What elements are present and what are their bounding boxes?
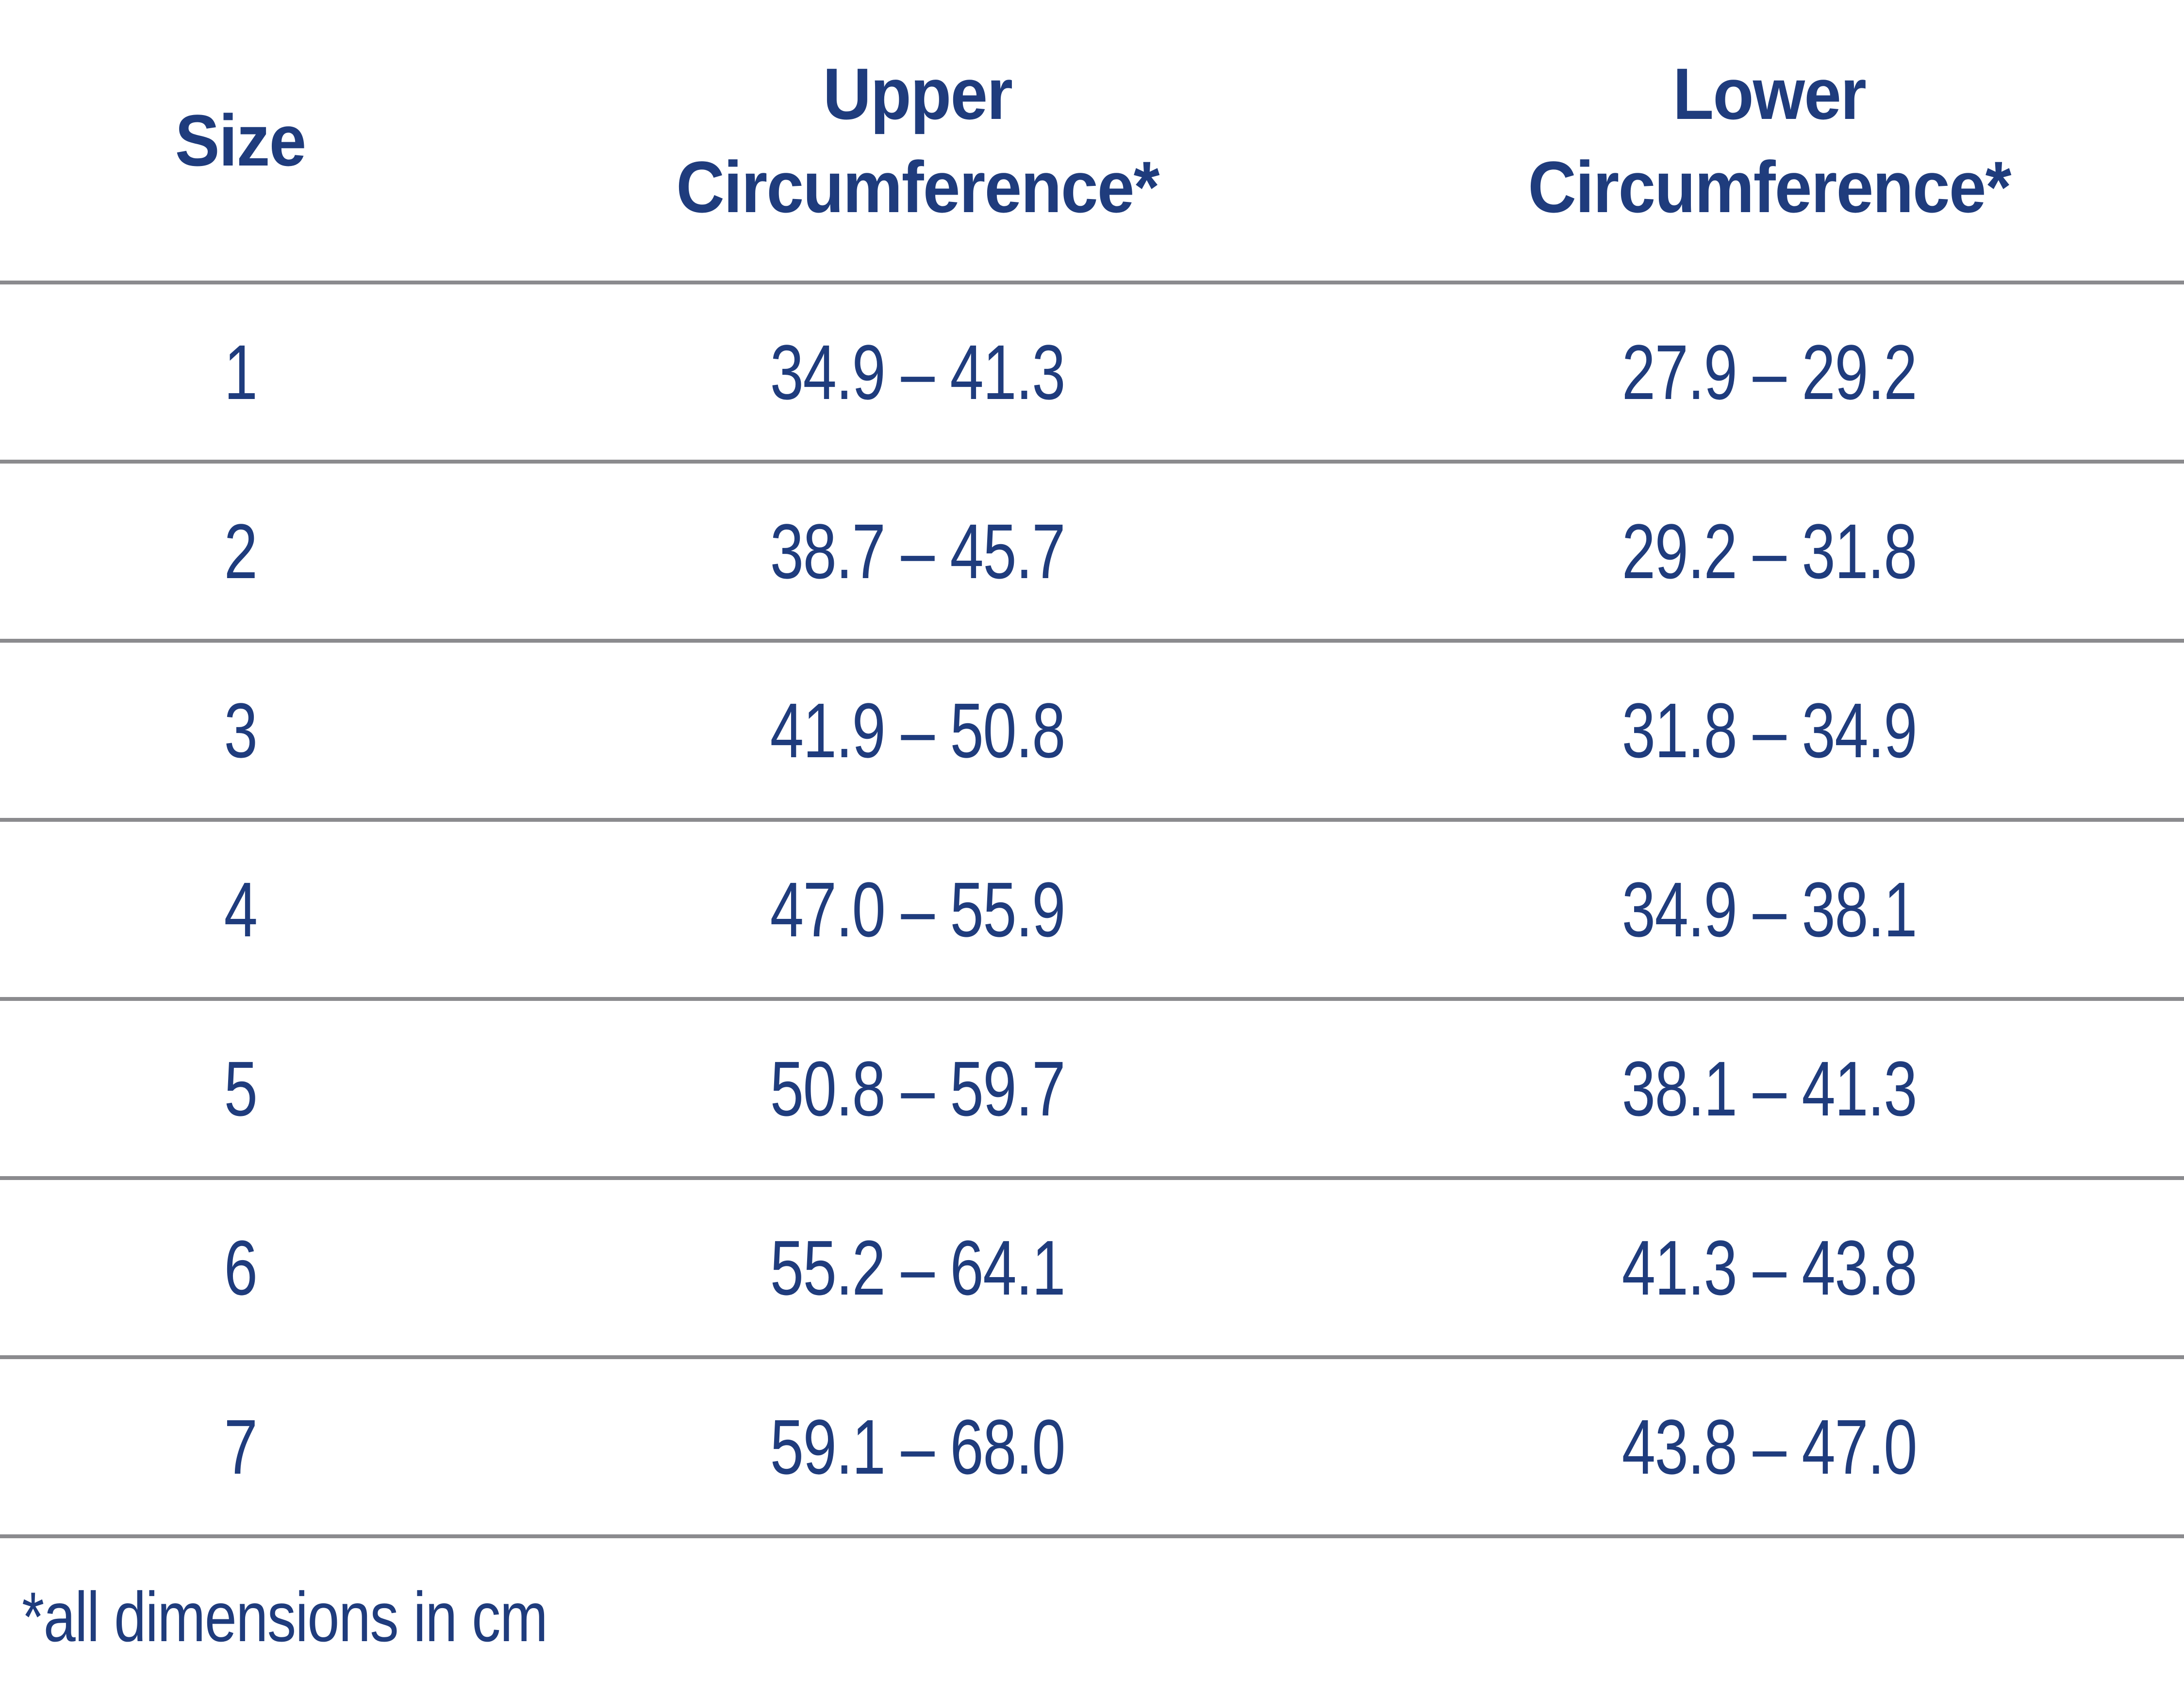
footnote-bar: *all dimensions in cm bbox=[0, 1534, 2184, 1696]
column-header-lower-line1: Lower bbox=[1672, 53, 1866, 134]
size-value: 3 bbox=[224, 686, 257, 774]
table-row-size-5: 5 50.8 – 59.7 38.1 – 41.3 bbox=[0, 997, 2184, 1176]
table-header-row: Size Upper Circumference* Lower Circumfere… bbox=[0, 0, 2184, 281]
upper-circumference-value: 34.9 – 41.3 bbox=[770, 328, 1065, 416]
size-value: 1 bbox=[224, 328, 257, 416]
upper-circumference-value: 50.8 – 59.7 bbox=[770, 1045, 1065, 1132]
upper-circumference-value: 47.0 – 55.9 bbox=[770, 865, 1065, 953]
column-header-upper-cell: Upper Circumference* bbox=[480, 0, 1354, 281]
size-value: 2 bbox=[224, 507, 257, 595]
upper-circumference-value: 38.7 – 45.7 bbox=[770, 507, 1065, 595]
lower-circumference-cell: 41.3 – 43.8 bbox=[1354, 1180, 2184, 1355]
column-header-lower-cell: Lower Circumference* bbox=[1354, 0, 2184, 281]
size-value: 5 bbox=[224, 1045, 257, 1132]
column-header-upper-line2: Circumference* bbox=[676, 146, 1159, 228]
upper-circumference-value: 59.1 – 68.0 bbox=[770, 1403, 1065, 1490]
upper-circumference-cell: 59.1 – 68.0 bbox=[480, 1359, 1354, 1534]
lower-circumference-value: 29.2 – 31.8 bbox=[1621, 507, 1917, 595]
table-row-size-1: 1 34.9 – 41.3 27.9 – 29.2 bbox=[0, 281, 2184, 460]
upper-circumference-cell: 34.9 – 41.3 bbox=[480, 284, 1354, 460]
column-header-lower-circumference: Lower Circumference* bbox=[1527, 47, 2011, 233]
table-row-size-2: 2 38.7 – 45.7 29.2 – 31.8 bbox=[0, 460, 2184, 639]
upper-circumference-cell: 55.2 – 64.1 bbox=[480, 1180, 1354, 1355]
size-cell: 1 bbox=[0, 284, 480, 460]
upper-circumference-cell: 50.8 – 59.7 bbox=[480, 1001, 1354, 1176]
lower-circumference-cell: 29.2 – 31.8 bbox=[1354, 464, 2184, 639]
column-header-upper-line1: Upper bbox=[823, 53, 1012, 134]
lower-circumference-value: 38.1 – 41.3 bbox=[1621, 1045, 1917, 1132]
lower-circumference-value: 31.8 – 34.9 bbox=[1621, 686, 1917, 774]
size-cell: 5 bbox=[0, 1001, 480, 1176]
column-header-upper-circumference: Upper Circumference* bbox=[676, 47, 1159, 233]
upper-circumference-cell: 47.0 – 55.9 bbox=[480, 822, 1354, 997]
upper-circumference-value: 41.9 – 50.8 bbox=[770, 686, 1065, 774]
size-cell: 7 bbox=[0, 1359, 480, 1534]
size-cell: 3 bbox=[0, 643, 480, 818]
upper-circumference-value: 55.2 – 64.1 bbox=[770, 1224, 1065, 1311]
table-row-size-7: 7 59.1 – 68.0 43.8 – 47.0 bbox=[0, 1355, 2184, 1534]
column-header-lower-line2: Circumference* bbox=[1527, 146, 2011, 228]
lower-circumference-value: 41.3 – 43.8 bbox=[1621, 1224, 1917, 1311]
footnote-text: *all dimensions in cm bbox=[22, 1578, 548, 1656]
size-value: 7 bbox=[224, 1403, 257, 1490]
upper-circumference-cell: 41.9 – 50.8 bbox=[480, 643, 1354, 818]
table-row-size-6: 6 55.2 – 64.1 41.3 – 43.8 bbox=[0, 1176, 2184, 1355]
column-header-size: Size bbox=[175, 100, 307, 181]
lower-circumference-cell: 38.1 – 41.3 bbox=[1354, 1001, 2184, 1176]
size-cell: 6 bbox=[0, 1180, 480, 1355]
lower-circumference-cell: 27.9 – 29.2 bbox=[1354, 284, 2184, 460]
lower-circumference-value: 27.9 – 29.2 bbox=[1621, 328, 1917, 416]
upper-circumference-cell: 38.7 – 45.7 bbox=[480, 464, 1354, 639]
lower-circumference-value: 34.9 – 38.1 bbox=[1621, 865, 1917, 953]
size-cell: 2 bbox=[0, 464, 480, 639]
column-header-size-cell: Size bbox=[0, 0, 480, 281]
lower-circumference-cell: 34.9 – 38.1 bbox=[1354, 822, 2184, 997]
lower-circumference-value: 43.8 – 47.0 bbox=[1621, 1403, 1917, 1490]
lower-circumference-cell: 43.8 – 47.0 bbox=[1354, 1359, 2184, 1534]
size-value: 6 bbox=[224, 1224, 257, 1311]
size-value: 4 bbox=[224, 865, 257, 953]
table-row-size-3: 3 41.9 – 50.8 31.8 – 34.9 bbox=[0, 639, 2184, 818]
table-row-size-4: 4 47.0 – 55.9 34.9 – 38.1 bbox=[0, 818, 2184, 997]
lower-circumference-cell: 31.8 – 34.9 bbox=[1354, 643, 2184, 818]
size-cell: 4 bbox=[0, 822, 480, 997]
